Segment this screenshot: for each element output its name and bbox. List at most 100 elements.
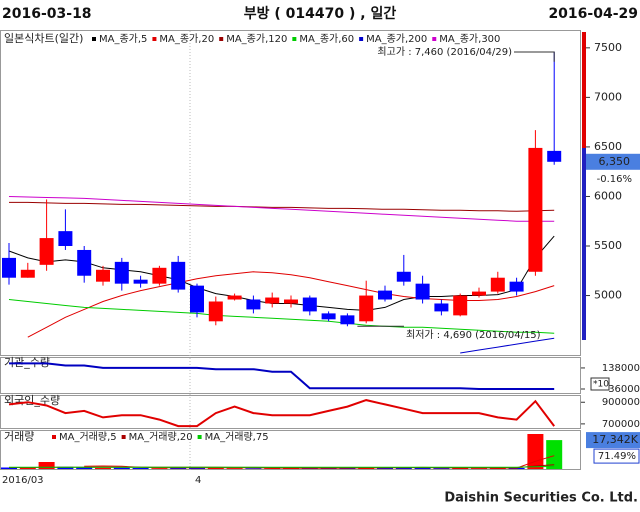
y-tick-label: 6500 xyxy=(594,140,622,153)
volume-tag-label: 17,342K xyxy=(592,433,638,446)
ma-line xyxy=(8,196,555,222)
volume-change-box xyxy=(593,448,640,464)
legend-swatch xyxy=(432,37,437,41)
candle-body xyxy=(114,261,129,284)
start-date: 2016-03-18 xyxy=(2,6,92,22)
candle-body xyxy=(171,261,186,290)
chart-title: 부방 ( 014470 ) , 일간 xyxy=(244,5,397,22)
footer: Daishin Securities Co. Ltd. xyxy=(444,491,638,506)
legend-swatch xyxy=(121,435,126,439)
volume-bar xyxy=(395,467,412,469)
candle-body xyxy=(453,295,468,316)
range-bar-up xyxy=(582,32,586,148)
y-tick-label: 6000 xyxy=(594,189,622,202)
volume-bar xyxy=(170,467,187,469)
candle-body xyxy=(208,301,223,322)
y-tick-label: 138000 xyxy=(602,363,640,374)
candle-body xyxy=(509,281,524,292)
y-tick-label: 5500 xyxy=(594,239,622,252)
volume-bar xyxy=(76,467,93,469)
legend-label: MA_종가,120 xyxy=(226,33,287,45)
legend-swatch xyxy=(92,37,96,41)
y-tick-label: 900000 xyxy=(602,397,640,408)
ma-line xyxy=(8,299,555,334)
candle-body xyxy=(96,269,110,282)
foreign-frame xyxy=(0,395,581,429)
ma-line xyxy=(8,235,555,311)
legend-swatch xyxy=(52,435,56,439)
high-note: 최고가 : 7,460 (2016/04/29) xyxy=(377,46,512,58)
candle-body xyxy=(152,267,167,284)
legend-swatch xyxy=(292,37,297,41)
volume-bar xyxy=(132,468,149,469)
volume-bar xyxy=(151,468,168,469)
x-tick-label: 2016/03 xyxy=(2,475,44,486)
y-tick-label: 7000 xyxy=(594,90,622,103)
panel-title: 거래량 xyxy=(4,430,34,443)
candle-body xyxy=(378,290,392,300)
low-note: 최저가 : 4,690 (2016/04/15) xyxy=(406,329,541,341)
volume-frame xyxy=(0,430,581,470)
scale-note: *10 xyxy=(593,380,609,390)
range-bar-down xyxy=(582,148,586,340)
candle-body xyxy=(547,150,562,162)
volume-bar xyxy=(226,468,243,469)
scale-note-box xyxy=(590,377,610,391)
legend-swatch xyxy=(219,37,224,41)
legend-swatch xyxy=(152,37,157,41)
candle-body xyxy=(227,295,242,300)
volume-bar xyxy=(414,467,431,469)
legend-label: MA_거래량,75 xyxy=(205,431,269,443)
candle-body xyxy=(265,297,280,304)
volume-bar xyxy=(19,467,36,469)
legend-label: MA_종가,200 xyxy=(366,33,427,45)
candle-body xyxy=(284,299,298,304)
volume-bar xyxy=(95,467,111,469)
volume-bar xyxy=(264,468,281,469)
y-tick-label: 36000 xyxy=(608,384,640,395)
volume-bar xyxy=(1,467,17,469)
price-tag xyxy=(586,153,640,170)
candle-body xyxy=(246,299,261,310)
volume-ma-line xyxy=(9,465,555,468)
panel-line xyxy=(8,399,555,428)
volume-bar xyxy=(38,462,55,469)
candle-body xyxy=(77,249,92,276)
panel-title: 외국인_수량 xyxy=(4,394,60,407)
y-tick-label: 700000 xyxy=(602,419,640,430)
volume-bar xyxy=(546,440,563,469)
ma-line xyxy=(9,201,555,212)
legend-label: MA_거래량,5 xyxy=(59,431,117,443)
candle-body xyxy=(472,291,486,296)
inst-frame xyxy=(0,357,581,394)
candle-body xyxy=(396,271,411,282)
volume-bar xyxy=(377,467,393,469)
candle-body xyxy=(490,277,505,292)
volume-tag xyxy=(586,432,640,449)
volume-bar xyxy=(113,467,130,469)
legend-title: 일본식차트(일간) xyxy=(4,31,83,45)
volume-bar xyxy=(189,467,205,469)
legend-swatch xyxy=(359,37,364,41)
price-tag-label: 6,350 xyxy=(599,155,631,168)
x-tick-label: 4 xyxy=(195,475,201,486)
candle-body xyxy=(302,297,317,312)
price-change: -0.16% xyxy=(597,174,632,185)
candle-body xyxy=(415,283,430,300)
y-tick-label: 7500 xyxy=(594,41,622,54)
candle-body xyxy=(190,285,204,313)
candle-body xyxy=(434,303,449,312)
volume-bar xyxy=(433,468,450,469)
candle-body xyxy=(39,238,54,265)
legend-label: MA_종가,300 xyxy=(439,33,500,45)
legend-label: MA_종가,5 xyxy=(99,33,147,45)
volume-bar xyxy=(489,468,506,469)
end-date: 2016-04-29 xyxy=(548,6,638,22)
main-frame xyxy=(0,30,581,356)
high-leader xyxy=(514,51,555,62)
legend-label: MA_종가,20 xyxy=(159,33,214,45)
volume-bar xyxy=(57,466,74,469)
candle-body xyxy=(359,295,374,322)
